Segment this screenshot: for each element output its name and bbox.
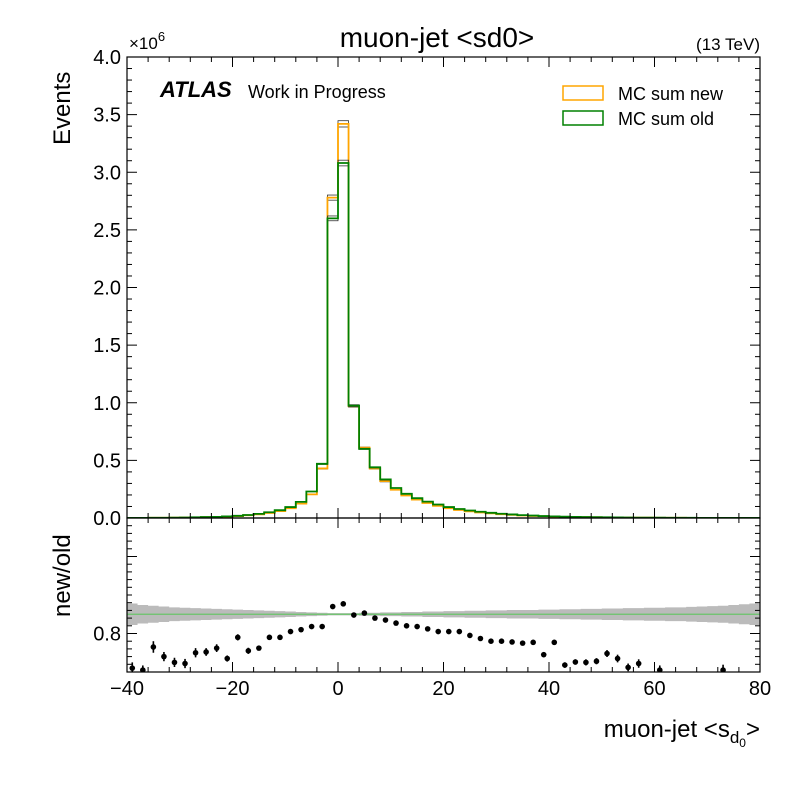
ratio-y-axis-title: new/old [49,534,76,617]
ratio-point-5 [182,660,188,667]
x-axis-title-subsub: 0 [739,736,746,750]
y-multiplier-base: ×10 [129,34,158,53]
ratio-point-29 [435,628,442,635]
legend-label-new: MC sum new [618,84,724,104]
ratio-point-17 [308,623,315,630]
y-tick-label: 0.0 [93,508,121,530]
ratio-point-11 [245,648,252,654]
ratio-point-0 [129,665,136,671]
x-axis-title-main: muon-jet <s [604,716,730,743]
ratio-point-33 [477,635,484,642]
y-tick-label: 2.0 [93,278,121,300]
y-tick-label: 0.5 [93,450,121,472]
ratio-point-1 [140,667,146,672]
ratio-point-7 [203,649,209,655]
atlas-label: ATLAS [159,77,232,102]
y-tick-label: 3.5 [93,105,121,127]
y-multiplier-exp: 6 [158,29,165,44]
y-tick-label: 2.5 [93,220,121,242]
series-line-new [127,122,760,518]
ratio-y-tick-label: 0.8 [93,624,121,646]
axes-layer: −40 −20 0 20 40 60 80 0.0 0.5 1.0 1.5 2.0 2.5 3.0 3.5 4… [93,47,771,700]
ratio-point-44 [593,658,600,665]
ratio-point-8 [213,645,220,651]
ratio-point-43 [583,659,589,666]
legend-label-old: MC sum old [618,109,714,129]
ratio-point-15 [287,628,294,635]
ratio-point-18 [319,623,325,630]
ratio-point-32 [467,632,473,639]
y-axis-title: Events [49,72,76,145]
energy-label: (13 TeV) [696,35,760,54]
ratio-point-37 [519,640,526,646]
ratio-point-23 [372,615,378,621]
y-tick-label: 4.0 [93,47,121,69]
ratio-point-19 [329,603,336,610]
histogram-layer [127,120,760,518]
ratio-point-10 [234,634,241,641]
y-tick-label: 1.0 [93,393,121,415]
ratio-point-35 [498,638,505,644]
ratio-point-34 [488,638,494,644]
x-tick-label: 60 [643,678,665,700]
x-tick-label: 40 [538,678,560,700]
x-axis-title: muon-jet <sd0> [604,716,760,750]
ratio-point-40 [551,639,558,646]
ratio-point-20 [340,601,347,607]
x-axis-title-end: > [746,716,760,743]
ratio-point-3 [161,653,167,660]
ratio-point-36 [509,639,515,645]
ratio-point-27 [414,623,420,630]
legend-swatch-old [562,110,604,126]
series-line-old [127,162,760,518]
legend: MC sum new MC sum old [562,84,724,129]
ratio-point-30 [445,628,452,635]
ratio-point-47 [625,664,631,671]
ratio-point-13 [266,634,273,641]
ratio-point-14 [277,634,283,641]
ratio-point-31 [456,628,463,635]
x-tick-label: 0 [332,678,343,700]
ratio-point-46 [614,655,621,662]
ratio-point-2 [150,644,157,650]
ratio-point-45 [604,650,610,657]
y-multiplier: ×106 [129,29,165,53]
x-tick-label: −40 [110,678,144,700]
ratio-point-38 [530,639,536,646]
y-tick-label: 1.5 [93,335,121,357]
ratio-layer [127,601,760,672]
legend-swatch-new [562,85,604,101]
work-in-progress-label: Work in Progress [248,82,386,102]
ratio-point-49 [656,667,663,672]
x-tick-label: 20 [432,678,454,700]
ratio-point-16 [298,626,304,633]
x-tick-label: 80 [749,678,771,700]
ratio-point-6 [192,649,199,656]
ratio-point-22 [361,610,368,616]
y-tick-label: 3.0 [93,162,121,184]
ratio-point-41 [562,662,568,668]
ratio-frame [126,517,761,673]
ratio-point-42 [572,659,579,665]
x-axis-title-sub: d [730,728,739,747]
ratio-point-48 [635,660,642,667]
ratio-point-12 [256,645,262,651]
ratio-point-4 [171,659,178,666]
ratio-point-26 [403,623,410,629]
ratio-point-50 [720,667,726,672]
ratio-point-39 [540,651,547,658]
x-tick-label: −20 [216,678,250,700]
ratio-point-25 [393,620,399,626]
ratio-point-24 [382,617,389,623]
ratio-point-21 [351,612,357,618]
ratio-point-28 [424,626,431,632]
chart-title: muon-jet <sd0> [340,22,535,53]
ratio-point-9 [224,655,231,662]
